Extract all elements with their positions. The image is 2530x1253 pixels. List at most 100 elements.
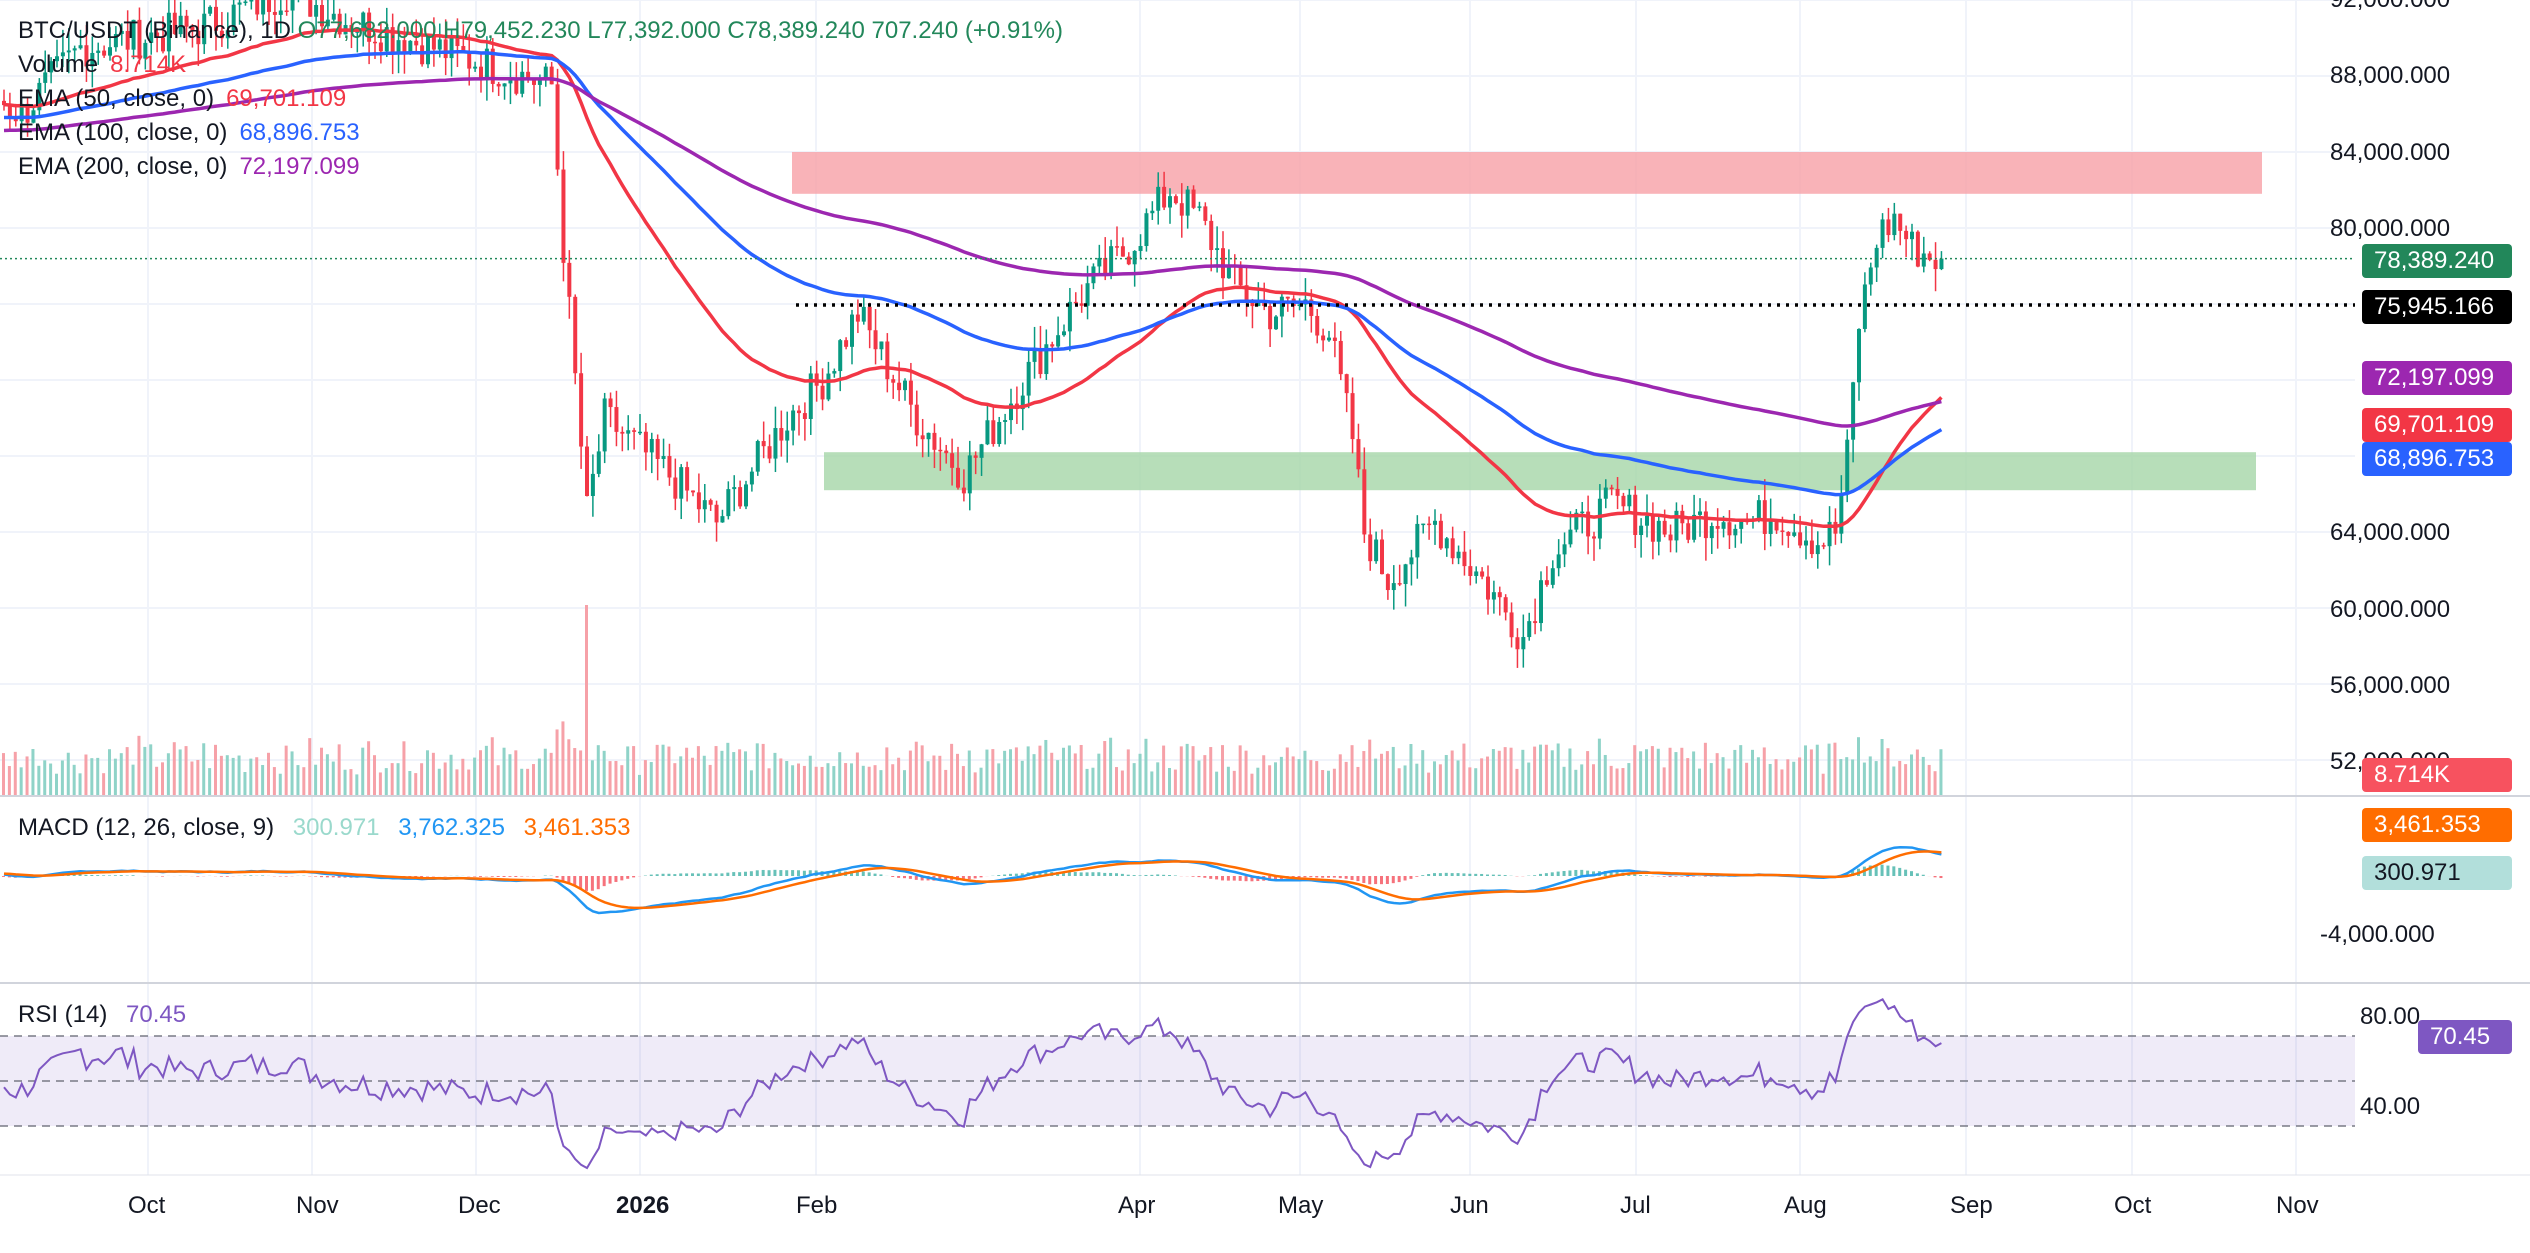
candle: [755, 439, 760, 476]
rsi-badge[interactable]: 70.45: [2418, 1020, 2512, 1054]
macd-hist-bar: [284, 876, 288, 877]
candle: [272, 0, 277, 35]
volume-bar: [231, 757, 235, 795]
macd-hist-bar: [1144, 874, 1148, 876]
candles[interactable]: [2, 0, 1944, 668]
macd-hist-bar: [1645, 875, 1648, 876]
candle: [202, 0, 207, 54]
candle: [1703, 501, 1708, 561]
indicator-ema50[interactable]: EMA (50, close, 0) 69,701.109: [18, 85, 347, 112]
candle: [1150, 201, 1155, 220]
volume-bar: [396, 763, 400, 795]
volume-bar: [673, 763, 677, 795]
macd-hist-bar: [967, 876, 971, 880]
volume-bar: [961, 766, 965, 795]
volume-bar: [1132, 763, 1136, 795]
ema200-badge[interactable]: 72,197.099: [2362, 361, 2512, 395]
candle: [96, 42, 101, 65]
macd-hist-bar: [1497, 874, 1501, 876]
candle: [1539, 571, 1543, 632]
macd-hist-bar: [1556, 871, 1560, 876]
candle: [1792, 513, 1797, 538]
candle: [60, 29, 65, 68]
ema200-line[interactable]: [3, 76, 1942, 428]
macd-hist-bar: [1162, 874, 1166, 876]
ema50-badge[interactable]: 69,701.109: [2362, 408, 2512, 442]
rsi-y-tick: 40.00: [2360, 1093, 2421, 1120]
ema100-line[interactable]: [4, 50, 1943, 497]
candle: [1615, 477, 1620, 510]
macd-hist-bar: [1226, 876, 1230, 881]
candle: [190, 24, 195, 48]
candle: [1079, 284, 1084, 313]
y-tick: 88,000.000: [2330, 62, 2451, 89]
volume-bar: [685, 747, 689, 795]
ema100-badge[interactable]: 68,896.753: [2362, 442, 2512, 476]
volume-bar: [1238, 745, 1242, 795]
rsi-pane[interactable]: [0, 997, 2355, 1170]
volume-bar: [1698, 768, 1701, 795]
macd-hist-bar: [1079, 872, 1083, 876]
volume-bar: [1438, 764, 1442, 795]
candle: [1709, 522, 1714, 554]
candle: [1857, 328, 1861, 401]
volume-bar: [361, 747, 365, 795]
ohlc-change: 707.240 (+0.91%): [871, 17, 1063, 44]
macd-hist-bar: [738, 872, 742, 876]
macd-hist-bar: [1562, 871, 1566, 876]
y-tick: 56,000.000: [2330, 672, 2451, 699]
candle: [1403, 563, 1408, 607]
indicator-volume[interactable]: Volume 8.714K: [18, 51, 187, 78]
ema50-line[interactable]: [3, 27, 1943, 529]
hline-price-badge[interactable]: 75,945.166: [2362, 290, 2512, 324]
support-zone[interactable]: [824, 452, 2256, 491]
volume-bar: [1191, 746, 1195, 795]
candle: [549, 61, 554, 85]
macd-pane[interactable]: [2, 845, 1943, 915]
candle: [208, 5, 213, 17]
candle: [1450, 526, 1455, 565]
volume-bar: [855, 752, 859, 795]
volume-bar: [1650, 746, 1654, 795]
last-price-badge[interactable]: 78,389.240: [2362, 244, 2512, 278]
volume-bar: [867, 766, 871, 795]
resistance-zone[interactable]: [792, 152, 2262, 194]
macd-hist-badge[interactable]: 300.971: [2362, 856, 2512, 890]
macd-signal-badge[interactable]: 3,461.353: [2362, 808, 2512, 842]
candle: [172, 0, 177, 35]
volume-bar: [1556, 743, 1560, 795]
volume-bar: [184, 746, 188, 795]
indicator-ema200[interactable]: EMA (200, close, 0) 72,197.099: [18, 153, 360, 180]
candle: [1115, 226, 1119, 257]
macd-hist-bar: [997, 875, 1001, 876]
volume-bar: [1203, 755, 1207, 795]
candle: [1209, 214, 1214, 272]
volume-bar: [1250, 773, 1254, 795]
volume-bar: [967, 750, 971, 795]
macd-hist-bar: [1344, 876, 1348, 879]
volume-bar: [202, 743, 206, 795]
macd-hist-bar: [1244, 876, 1248, 882]
candle: [1527, 612, 1532, 641]
candle: [1380, 529, 1384, 575]
volume-bar: [773, 752, 777, 795]
volume-bar: [1144, 738, 1148, 795]
macd-hist-bar: [1067, 871, 1071, 876]
candle: [284, 0, 289, 16]
macd-hist-bar: [685, 873, 689, 876]
volume-bar: [143, 746, 147, 795]
volume-bar: [1215, 771, 1219, 795]
volume-badge[interactable]: 8.714K: [2362, 758, 2512, 792]
candle: [850, 309, 854, 365]
volume-bar: [567, 739, 571, 795]
indicator-ema100[interactable]: EMA (100, close, 0) 68,896.753: [18, 119, 360, 146]
macd-hist-bar: [1209, 876, 1213, 879]
grid: [0, 0, 2355, 1175]
rsi-legend[interactable]: RSI (14) 70.45: [18, 1001, 187, 1028]
volume-bar: [1686, 758, 1690, 795]
volume-bar: [1904, 764, 1908, 795]
candle: [1050, 341, 1055, 363]
macd-legend[interactable]: MACD (12, 26, close, 9) 300.971 3,762.32…: [18, 814, 631, 841]
candle: [667, 443, 672, 486]
